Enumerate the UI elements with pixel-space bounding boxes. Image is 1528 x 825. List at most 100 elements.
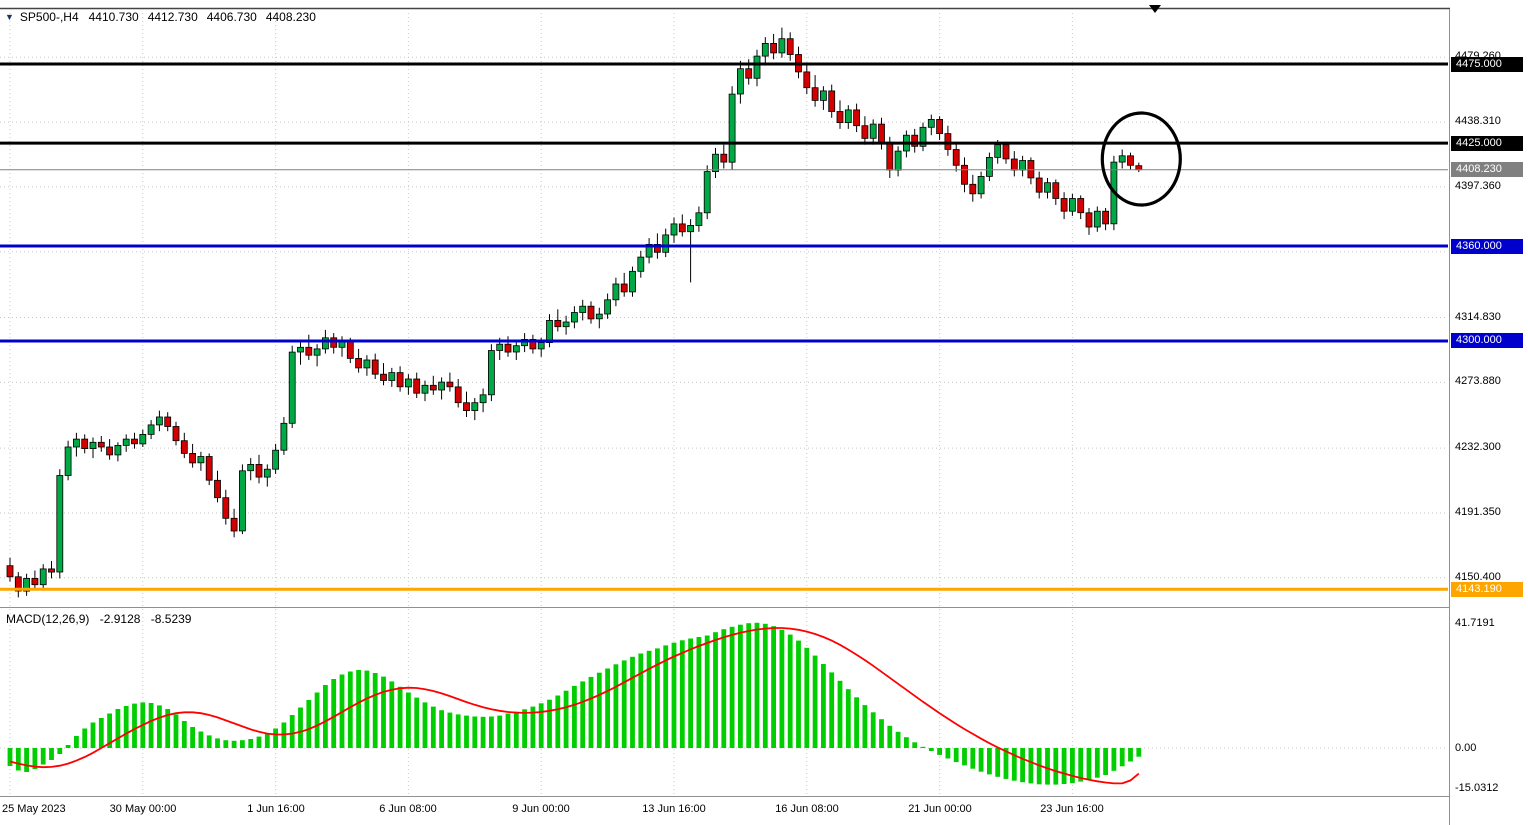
macd-bar xyxy=(364,670,370,748)
macd-bar xyxy=(1078,748,1084,782)
chart-shift-icon[interactable] xyxy=(1149,5,1161,13)
macd-bar xyxy=(580,681,586,748)
candle-body xyxy=(380,373,387,381)
candle-body xyxy=(687,224,694,233)
candle-body xyxy=(438,381,446,391)
candle-body xyxy=(172,426,180,442)
candle xyxy=(288,345,296,428)
candle xyxy=(1127,152,1134,170)
candle-body xyxy=(230,517,238,532)
candle xyxy=(612,277,620,307)
candle-body xyxy=(1093,210,1101,228)
macd-bar xyxy=(24,748,29,772)
candle xyxy=(297,341,304,365)
macd-name: MACD(12,26,9) xyxy=(6,612,90,626)
candle-body xyxy=(604,299,611,315)
candle xyxy=(48,561,55,579)
macd-bar xyxy=(422,702,428,748)
macd-bar xyxy=(1045,748,1050,785)
macd-bar xyxy=(1086,748,1092,780)
candle xyxy=(454,379,462,408)
candle-body xyxy=(1060,198,1068,212)
candle xyxy=(487,344,495,402)
macd-bar xyxy=(306,700,312,748)
price-tick-label: 4314.830 xyxy=(1455,311,1501,323)
candle-body xyxy=(396,372,404,388)
candle-body xyxy=(861,125,869,139)
annotation-circle[interactable] xyxy=(1100,111,1182,207)
macd-bar xyxy=(472,716,478,748)
candle-body xyxy=(761,43,769,57)
candle-body xyxy=(828,90,836,112)
time-label: 25 May 2023 xyxy=(2,803,66,815)
candle-body xyxy=(1085,212,1093,228)
candle-body xyxy=(811,87,819,101)
macd-bar xyxy=(248,739,254,748)
macd-bar xyxy=(447,712,453,748)
macd-axis-label: -15.0312 xyxy=(1455,782,1499,794)
macd-bar xyxy=(995,748,1001,777)
candle-body xyxy=(637,256,645,272)
macd-bar xyxy=(406,692,411,748)
macd-bar xyxy=(289,715,295,748)
macd-bar xyxy=(190,727,195,748)
candle-body xyxy=(371,359,379,375)
candle-body xyxy=(703,171,711,214)
macd-bar xyxy=(314,692,320,748)
candle xyxy=(280,417,288,455)
macd-bar xyxy=(978,748,984,772)
candle xyxy=(761,37,769,66)
candle xyxy=(139,429,147,447)
macd-bar xyxy=(414,697,420,748)
candle-body xyxy=(911,134,919,147)
candle-body xyxy=(986,156,993,177)
candle-body xyxy=(263,468,271,478)
candle-body xyxy=(131,438,138,445)
symbol-dropdown-icon[interactable]: ▼ xyxy=(5,11,14,22)
macd-bar xyxy=(638,653,644,748)
candle-body xyxy=(728,93,736,163)
macd-bar xyxy=(464,715,469,748)
time-label: 13 Jun 16:00 xyxy=(642,803,706,815)
candle-body xyxy=(546,319,553,343)
candle-body xyxy=(1010,158,1018,171)
candle-body xyxy=(321,337,329,350)
macd-bar xyxy=(1070,748,1075,784)
price-tick-label: 4191.350 xyxy=(1455,506,1501,518)
candle xyxy=(695,206,703,232)
candle xyxy=(238,464,246,535)
candle xyxy=(620,272,628,297)
macd-bar xyxy=(895,731,901,748)
macd-bar xyxy=(962,748,967,766)
macd-bar xyxy=(381,676,386,748)
candle-body xyxy=(247,463,255,472)
candle-body xyxy=(429,384,437,391)
time-axis[interactable]: 25 May 2023 30 May 00:00 1 Jun 16:00 6 Jun … xyxy=(0,797,1448,825)
candle xyxy=(720,144,728,169)
candle xyxy=(786,32,794,61)
price-axis[interactable]: 4479.260 4438.310 4397.360 4314.830 4273.880… xyxy=(1450,0,1528,825)
macd-bar xyxy=(513,711,519,748)
macd-bar xyxy=(1128,748,1133,762)
candle xyxy=(587,301,595,324)
macd-bar xyxy=(1094,748,1100,778)
macd-bar xyxy=(596,672,602,748)
macd-bar xyxy=(912,742,918,748)
candle xyxy=(380,363,387,386)
candle xyxy=(23,573,31,596)
macd-bar xyxy=(49,748,54,760)
candle xyxy=(355,348,363,373)
candle-body xyxy=(770,43,777,54)
candle xyxy=(89,437,97,459)
price-tick-label: 4397.360 xyxy=(1455,180,1501,192)
candle xyxy=(363,355,371,376)
candle-body xyxy=(297,346,304,353)
macd-bar xyxy=(173,714,179,748)
candle xyxy=(388,367,396,387)
macd-main-value: -2.9128 xyxy=(99,612,141,626)
candle-body xyxy=(778,38,786,54)
candle xyxy=(936,116,943,140)
candle-body xyxy=(969,183,977,195)
price-badge: 4360.000 xyxy=(1451,239,1523,254)
